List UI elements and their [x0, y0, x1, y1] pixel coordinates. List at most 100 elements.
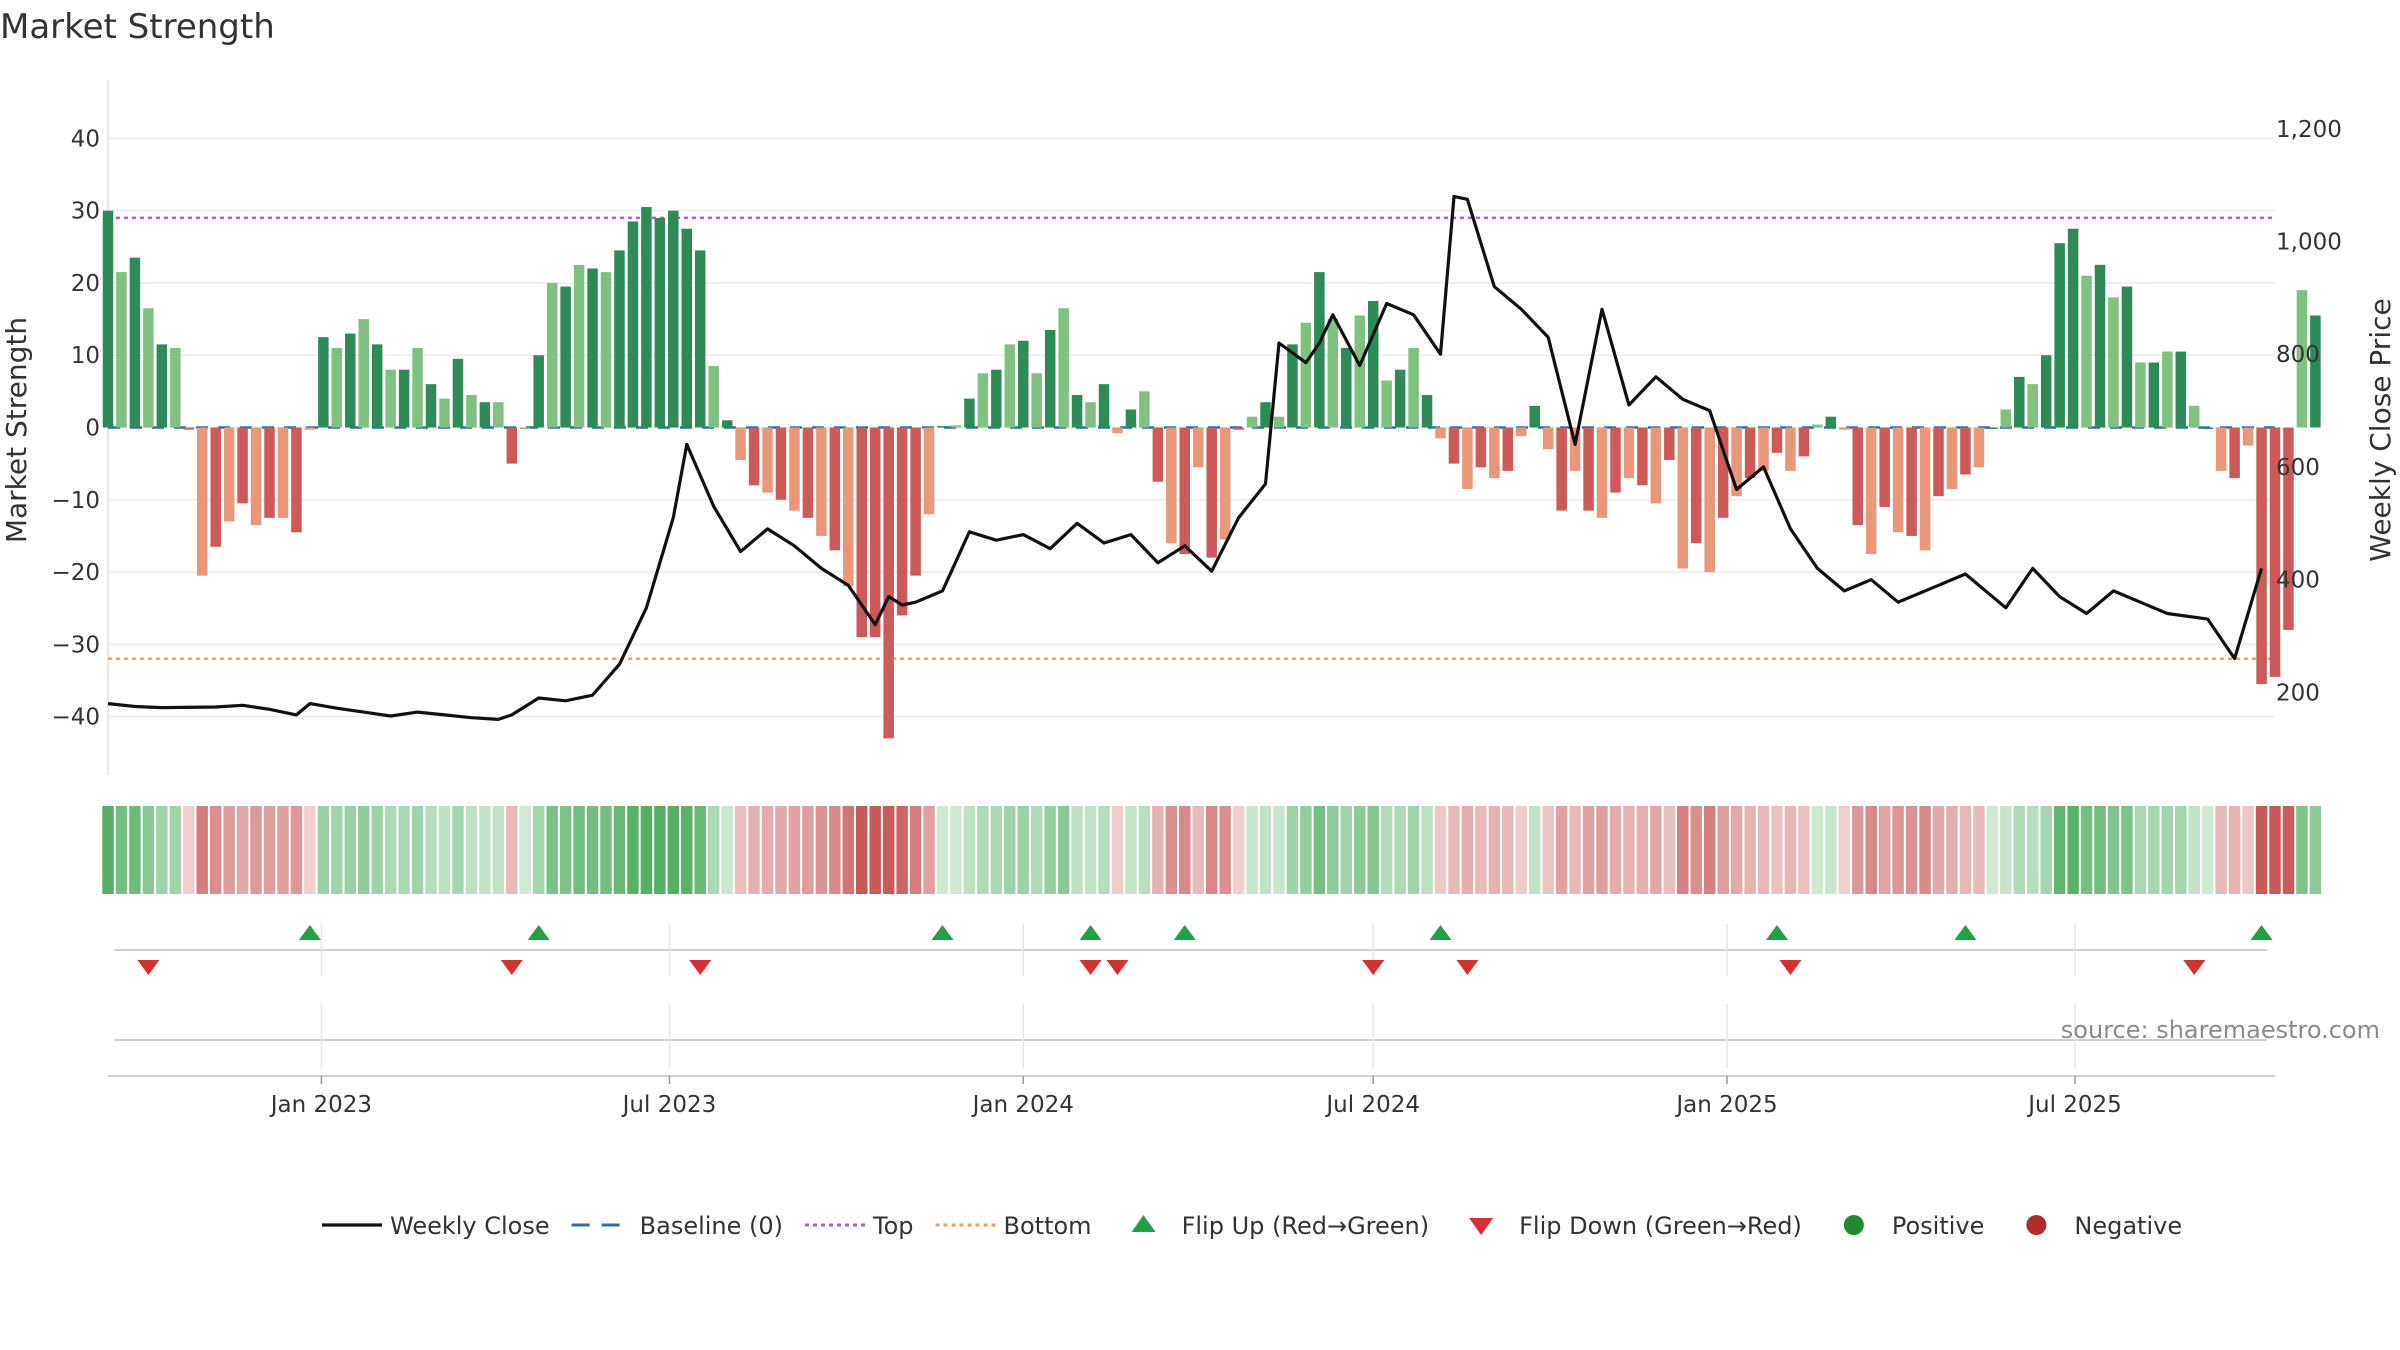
strip-cell	[842, 806, 855, 894]
strength-bar	[1758, 427, 1769, 471]
x-tick-label: Jul 2023	[621, 1092, 717, 1118]
strength-bar	[789, 427, 800, 511]
strip-cell	[2040, 806, 2052, 894]
strip-cell	[317, 806, 330, 894]
strip-cell	[1367, 806, 1379, 894]
strength-bar	[560, 286, 571, 428]
strength-bar	[816, 427, 827, 536]
strength-bar	[129, 257, 141, 428]
strength-bar	[1865, 427, 1877, 554]
strength-bar	[600, 272, 612, 428]
strength-bar	[694, 250, 706, 428]
strip-cell	[277, 806, 289, 894]
strength-bar	[614, 250, 625, 428]
strength-bar	[1946, 427, 1958, 489]
flip-down-marker	[1079, 960, 1102, 975]
strength-bar	[2242, 427, 2254, 446]
strip-cell	[640, 806, 653, 894]
strip-cell	[1044, 806, 1056, 894]
strength-bar	[1098, 384, 1110, 428]
strip-cell	[1798, 806, 1810, 894]
strip-cell	[452, 806, 464, 894]
strength-bar	[735, 427, 746, 461]
strength-bar	[762, 427, 773, 493]
strip-cell	[2296, 806, 2308, 894]
x-tick-label: Jan 2025	[1674, 1092, 1777, 1118]
strength-bar	[398, 369, 410, 428]
strength-bar	[2121, 286, 2133, 428]
strip-cell	[1165, 806, 1178, 894]
legend-item: Baseline (0)	[571, 1212, 783, 1240]
strip-cell	[1623, 806, 1635, 894]
strength-bar	[708, 366, 719, 428]
strip-cell	[479, 806, 491, 894]
strip-cell	[950, 806, 962, 894]
strip-cell	[1179, 806, 1191, 894]
strip-cell	[156, 806, 168, 894]
strip-cell	[142, 806, 155, 894]
strip-cell	[2080, 806, 2093, 894]
legend: Weekly Close Baseline (0) Top Bottom Flip Up…	[322, 1212, 2182, 1240]
y-tick-label: −30	[51, 632, 100, 658]
strip-cell	[1354, 806, 1366, 894]
y2-tick-label: 1,000	[2276, 230, 2342, 256]
strength-bar	[1852, 427, 1864, 526]
strip-cell	[129, 806, 141, 894]
strip-cell	[2107, 806, 2120, 894]
strip-cell	[1475, 806, 1487, 894]
strip-cell	[2134, 806, 2147, 894]
strip-cell	[1582, 806, 1595, 894]
flip-down-marker	[689, 960, 712, 975]
legend-item: Flip Down (Green→Red)	[1469, 1212, 1802, 1240]
legend-label: Flip Up (Red→Green)	[1182, 1212, 1430, 1240]
strip-cell	[331, 806, 343, 894]
strip-cell	[1300, 806, 1312, 894]
strength-bar	[923, 427, 935, 515]
flip-up-marker	[527, 925, 550, 940]
strip-cell	[1919, 806, 1931, 894]
flip-up-marker	[931, 925, 954, 940]
strength-bar	[587, 268, 598, 428]
strip-cell	[1017, 806, 1029, 894]
strip-cell	[1878, 806, 1891, 894]
strength-bar	[1502, 427, 1514, 471]
strip-cell	[1892, 806, 1904, 894]
strip-cell	[707, 806, 720, 894]
strip-cell	[1663, 806, 1676, 894]
y2-axis-ticks: 1,200 1,000 800 600 400 200	[2276, 117, 2342, 707]
strip-cell	[896, 806, 908, 894]
y2-axis-label: Weekly Close Price	[2364, 298, 2397, 561]
strength-bar	[2135, 362, 2146, 428]
strip-cell	[990, 806, 1003, 894]
legend-item: Negative	[2026, 1212, 2182, 1240]
strength-bar	[2067, 228, 2079, 428]
legend-item: Top	[805, 1212, 914, 1240]
legend-label: Positive	[1892, 1212, 1985, 1240]
strength-bar	[2256, 427, 2267, 685]
strip-cell	[236, 806, 249, 894]
strength-bar	[721, 420, 733, 428]
strip-cell	[1286, 806, 1299, 894]
strength-bar	[869, 427, 881, 638]
strength-bar	[1973, 427, 1985, 468]
strip-cell	[506, 806, 518, 894]
strength-bar	[506, 427, 518, 464]
legend-circle-icon	[1843, 1215, 1864, 1235]
strength-bar	[210, 427, 221, 547]
strength-bar	[2000, 409, 2012, 428]
strip-cell	[1057, 806, 1070, 894]
strength-bar	[1031, 373, 1042, 428]
strength-bar	[223, 427, 235, 522]
strength-bar	[519, 427, 531, 429]
strength-bar	[2108, 297, 2119, 428]
strip-cell	[1905, 806, 1918, 894]
strength-bars	[102, 207, 2321, 739]
strip-cell	[1542, 806, 1554, 894]
strip-cell	[1380, 806, 1393, 894]
strength-bar	[573, 264, 585, 428]
strip-cell	[2255, 806, 2268, 894]
strength-bar	[358, 319, 369, 428]
strength-bar	[1287, 344, 1298, 428]
flip-up-marker	[1954, 925, 1977, 940]
strength-bar	[2014, 376, 2025, 428]
